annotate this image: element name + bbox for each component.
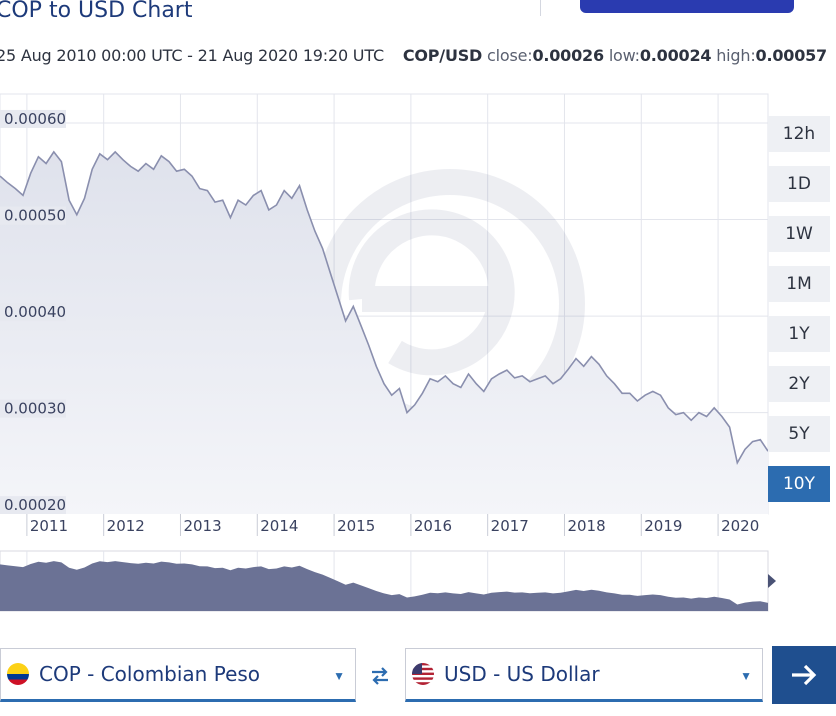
to-currency-select[interactable]: USD - US Dollar ▼ bbox=[405, 648, 763, 702]
us-flag-icon bbox=[412, 663, 434, 685]
currency-pair: COP/USD bbox=[402, 46, 483, 65]
period-1y[interactable]: 1Y bbox=[768, 316, 830, 352]
y-tick-label-bg bbox=[0, 109, 66, 128]
y-tick-label: 0.00040 bbox=[4, 303, 66, 321]
period-12h[interactable]: 12h bbox=[768, 116, 830, 152]
header-action-button[interactable] bbox=[580, 0, 794, 13]
y-tick-label: 0.00020 bbox=[4, 496, 66, 514]
x-tick-label: 2017 bbox=[491, 517, 529, 535]
period-1w[interactable]: 1W bbox=[768, 216, 830, 252]
y-axis-labels: 0.00020 0.00030 0.00040 0.00050 0.00060 bbox=[0, 109, 66, 515]
y-tick-label: 0.00050 bbox=[4, 207, 66, 225]
chart-summary: 25 Aug 2010 00:00 UTC - 21 Aug 2020 19:2… bbox=[0, 46, 827, 65]
close-value: 0.00026 bbox=[532, 46, 604, 65]
period-1m[interactable]: 1M bbox=[768, 266, 830, 302]
x-tick-label: 2012 bbox=[107, 517, 145, 535]
x-tick-label: 2015 bbox=[337, 517, 375, 535]
x-tick-label: 2019 bbox=[644, 517, 682, 535]
chevron-down-icon: ▼ bbox=[740, 669, 752, 683]
colombia-flag-icon bbox=[7, 663, 29, 685]
navigator-handle-icon[interactable] bbox=[768, 574, 776, 588]
close-label: close: bbox=[487, 46, 533, 65]
arrow-right-icon bbox=[792, 664, 817, 686]
from-currency-select[interactable]: COP - Colombian Peso ▼ bbox=[0, 648, 356, 702]
rate-chart[interactable]: 0.00020 0.00030 0.00040 0.00050 0.00060 2011… bbox=[0, 93, 836, 614]
chevron-down-icon: ▼ bbox=[333, 669, 345, 683]
high-label: high: bbox=[716, 46, 756, 65]
x-tick-label: 2018 bbox=[567, 517, 605, 535]
y-tick-label: 0.00060 bbox=[4, 110, 66, 128]
header-divider bbox=[540, 0, 541, 16]
x-axis-labels: 2011 2012 2013 2014 2015 2016 2017 2018 2019 2020 bbox=[0, 514, 768, 536]
low-label: low: bbox=[608, 46, 640, 65]
x-tick-label: 2016 bbox=[414, 517, 452, 535]
page-title: COP to USD Chart bbox=[0, 0, 193, 23]
from-currency-label: COP - Colombian Peso bbox=[39, 662, 261, 686]
overview-navigator[interactable] bbox=[0, 550, 776, 612]
x-tick-label: 2011 bbox=[30, 517, 68, 535]
period-2y[interactable]: 2Y bbox=[768, 366, 830, 402]
date-range: 25 Aug 2010 00:00 UTC - 21 Aug 2020 19:2… bbox=[0, 46, 384, 65]
period-10y[interactable]: 10Y bbox=[768, 466, 830, 502]
x-tick-label: 2020 bbox=[721, 517, 759, 535]
y-tick-label-bg bbox=[0, 496, 66, 515]
y-tick-label-bg bbox=[0, 303, 66, 322]
period-1d[interactable]: 1D bbox=[768, 166, 830, 202]
period-selector: 12h 1D 1W 1M 1Y 2Y 5Y 10Y bbox=[768, 116, 830, 516]
rate-line bbox=[0, 150, 769, 466]
x-tick-label: 2014 bbox=[260, 517, 298, 535]
y-tick-label-bg bbox=[0, 206, 66, 225]
high-value: 0.00057 bbox=[755, 46, 828, 65]
swap-icon[interactable] bbox=[368, 664, 392, 688]
low-value: 0.00024 bbox=[639, 46, 712, 65]
to-currency-label: USD - US Dollar bbox=[444, 662, 600, 686]
y-tick-label-bg bbox=[0, 399, 66, 418]
overview-area bbox=[0, 561, 768, 611]
x-tick-label: 2013 bbox=[183, 517, 221, 535]
chart-area[interactable]: 0.00020 0.00030 0.00040 0.00050 0.00060 2011… bbox=[0, 93, 836, 654]
rate-area bbox=[0, 151, 768, 514]
convert-button[interactable] bbox=[772, 646, 836, 704]
y-tick-label: 0.00030 bbox=[4, 400, 66, 418]
period-5y[interactable]: 5Y bbox=[768, 416, 830, 452]
